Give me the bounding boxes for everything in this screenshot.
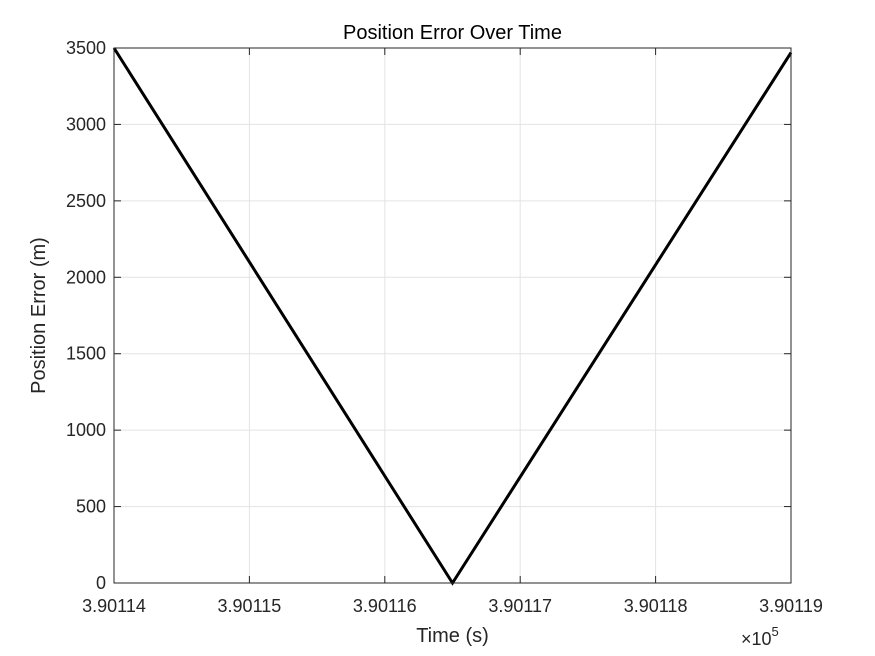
x-exponent-power: 5: [772, 624, 779, 639]
x-tick-labels: 3.90114 3.90115 3.90116 3.90117 3.90118 3.901…: [82, 596, 823, 616]
tick-marks: [113, 47, 792, 584]
y-axis-label: Position Error (m): [28, 237, 50, 394]
y-tick-label: 0: [96, 573, 106, 593]
x-tick-label: 3.90115: [218, 596, 282, 616]
y-tick-label: 1500: [66, 344, 106, 364]
y-tick-label: 2000: [66, 267, 106, 287]
y-tick-label: 3500: [66, 38, 106, 58]
x-tick-label: 3.90119: [759, 596, 823, 616]
x-tick-label: 3.90117: [488, 596, 552, 616]
x-exponent-multiplier: ×10: [741, 629, 772, 649]
y-tick-label: 1000: [66, 420, 106, 440]
chart-title: Position Error Over Time: [343, 22, 562, 44]
x-tick-label: 3.90116: [353, 596, 417, 616]
x-tick-label: 3.90118: [624, 596, 688, 616]
x-axis-exponent: ×105: [741, 624, 779, 649]
y-tick-labels: 0 500 1000 1500 2000 2500 3000 3500: [66, 38, 106, 593]
x-tick-label: 3.90114: [82, 596, 146, 616]
y-tick-label: 3000: [66, 114, 106, 134]
x-axis-label: Time (s): [416, 625, 489, 647]
y-tick-label: 500: [76, 497, 106, 517]
axes-box: [113, 47, 792, 584]
y-tick-label: 2500: [66, 191, 106, 211]
